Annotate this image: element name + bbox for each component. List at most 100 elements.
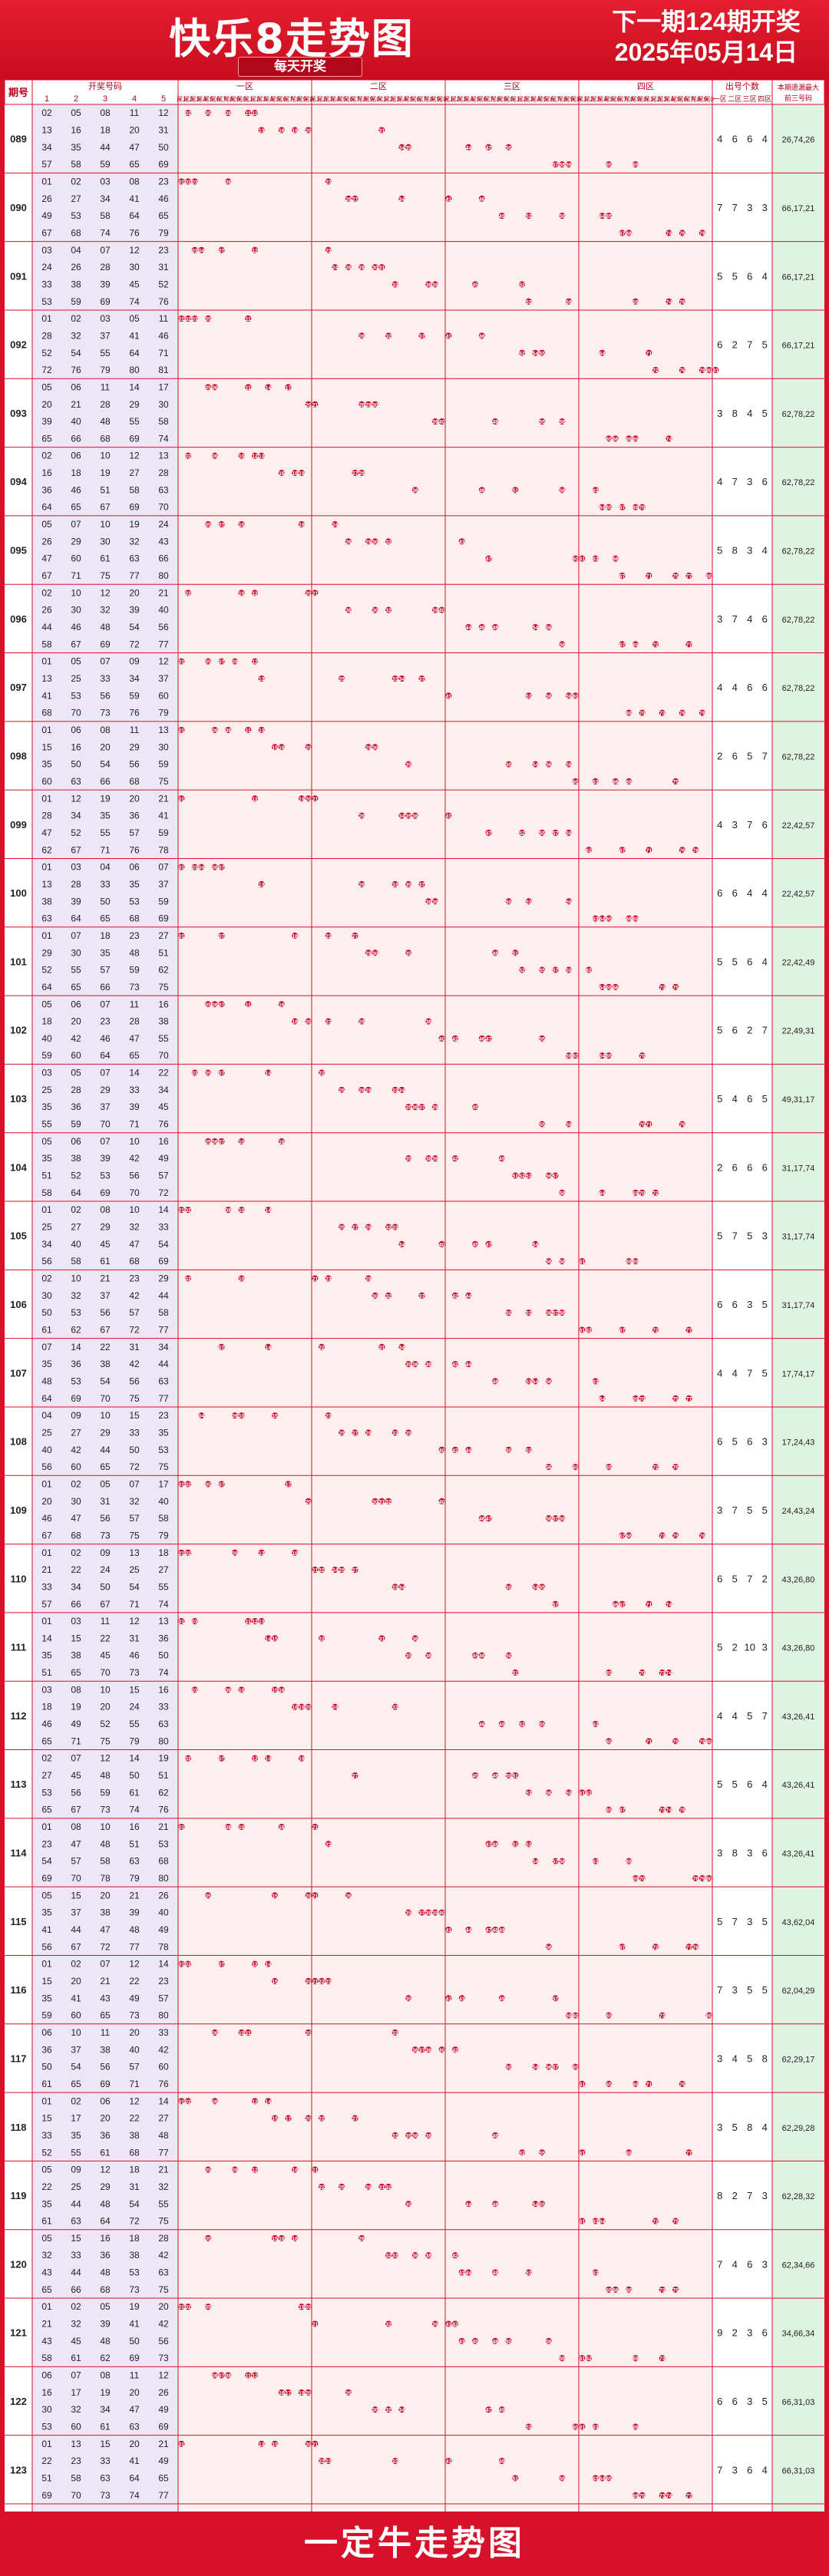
number-ball xyxy=(619,641,626,648)
number-ball-label: 41 xyxy=(445,814,451,820)
number-ball-label: 46 xyxy=(479,334,485,339)
draw-number: 10 xyxy=(100,1684,111,1695)
draw-number: 24 xyxy=(100,1564,111,1575)
draw-number: 32 xyxy=(71,2319,81,2330)
header-draw-col: 4 xyxy=(132,94,137,104)
row-period: 099 xyxy=(10,819,27,831)
draw-number: 67 xyxy=(71,1805,81,1815)
draw-number: 41 xyxy=(129,2455,140,2466)
zone-count: 6 xyxy=(732,1161,738,1173)
number-ball-label: 77 xyxy=(686,2151,692,2156)
draw-number: 65 xyxy=(100,1461,111,1472)
number-ball xyxy=(278,1138,285,1144)
number-ball-label: 04 xyxy=(199,866,205,871)
draw-number: 13 xyxy=(158,725,169,735)
number-ball-label: 12 xyxy=(252,454,258,460)
number-ball-label: 41 xyxy=(445,2459,451,2465)
number-ball xyxy=(372,606,378,613)
draw-number: 77 xyxy=(158,2490,169,2501)
draw-number: 38 xyxy=(100,2044,111,2055)
draw-number: 35 xyxy=(41,1650,52,1661)
draw-number: 35 xyxy=(71,142,81,153)
number-ball xyxy=(545,2337,552,2344)
missing-value: 43,26,80 xyxy=(782,1575,815,1584)
draw-number: 49 xyxy=(158,2404,169,2415)
header-tail-label: 尾6 xyxy=(611,96,621,103)
draw-number: 14 xyxy=(129,1068,140,1078)
draw-number: 66 xyxy=(100,982,111,992)
draw-number: 28 xyxy=(71,879,81,890)
number-ball-label: 21 xyxy=(312,1568,318,1574)
number-ball xyxy=(258,726,265,734)
zone-count: 3 xyxy=(732,819,738,831)
draw-number: 02 xyxy=(71,313,81,324)
number-ball-label: 02 xyxy=(185,111,191,117)
zone-count: 3 xyxy=(717,408,722,419)
number-ball-label: 19 xyxy=(299,1757,305,1762)
number-ball-label: 42 xyxy=(452,1448,458,1454)
number-ball-label: 14 xyxy=(266,385,272,391)
draw-number: 23 xyxy=(41,1838,52,1849)
draw-number: 19 xyxy=(129,2301,140,2312)
draw-number: 35 xyxy=(41,1101,52,1112)
number-ball-label: 26 xyxy=(345,1894,352,1899)
number-ball-label: 59 xyxy=(566,1123,572,1128)
number-ball xyxy=(205,2304,212,2310)
number-ball-label: 08 xyxy=(225,1825,231,1831)
number-ball-label: 27 xyxy=(352,1568,358,1574)
number-ball xyxy=(579,1326,586,1333)
draw-number: 06 xyxy=(71,451,81,461)
zone-count: 6 xyxy=(717,1573,722,1584)
row-period: 123 xyxy=(10,2464,27,2475)
number-ball-label: 12 xyxy=(252,1620,258,1625)
number-ball xyxy=(512,1172,519,1179)
number-ball-label: 70 xyxy=(639,1397,646,1402)
row-period: 089 xyxy=(10,134,27,145)
row-period: 114 xyxy=(11,1848,28,1859)
header-missing-2: 前三号码 xyxy=(784,94,812,102)
number-ball-label: 23 xyxy=(325,1020,332,1025)
draw-number: 05 xyxy=(71,656,81,667)
number-ball-label: 71 xyxy=(646,848,652,854)
number-ball-label: 32 xyxy=(385,1226,391,1231)
draw-number: 21 xyxy=(100,1273,111,1284)
draw-number: 26 xyxy=(158,2387,169,2398)
number-ball-label: 49 xyxy=(499,2459,505,2465)
draw-number: 60 xyxy=(71,553,81,564)
number-ball-label: 36 xyxy=(412,1362,418,1368)
draw-number: 57 xyxy=(129,2062,140,2072)
header-tail-label: 尾2 xyxy=(317,96,327,103)
zone-count: 5 xyxy=(732,1778,738,1790)
number-ball xyxy=(492,1378,499,1385)
number-ball-label: 01 xyxy=(178,1482,184,1488)
number-ball xyxy=(465,144,472,150)
number-ball xyxy=(391,1224,398,1230)
number-ball xyxy=(679,298,685,305)
number-ball-label: 70 xyxy=(639,1054,646,1059)
draw-number: 55 xyxy=(158,1581,169,1592)
draw-number: 79 xyxy=(129,1873,140,1884)
number-ball xyxy=(405,1429,412,1436)
number-ball xyxy=(685,2149,692,2156)
number-ball xyxy=(438,418,445,425)
number-ball-label: 70 xyxy=(639,712,646,717)
number-ball xyxy=(405,1104,412,1111)
number-ball-label: 81 xyxy=(712,368,718,374)
number-ball xyxy=(465,1292,472,1299)
number-ball xyxy=(411,2132,418,2138)
header-tail-label: 尾2 xyxy=(183,96,193,103)
number-ball xyxy=(305,795,312,802)
number-ball-label: 34 xyxy=(399,197,405,203)
number-ball xyxy=(646,2080,652,2087)
missing-value: 26,74,26 xyxy=(782,136,815,145)
number-ball xyxy=(679,1121,685,1128)
number-ball xyxy=(612,555,619,562)
number-ball xyxy=(258,127,265,134)
number-ball xyxy=(405,880,412,887)
number-ball-label: 34 xyxy=(399,146,405,151)
number-ball-label: 14 xyxy=(266,1072,272,1077)
number-ball-label: 18 xyxy=(292,128,298,134)
number-ball-label: 20 xyxy=(306,128,312,134)
draw-number: 40 xyxy=(129,2044,140,2055)
draw-number: 47 xyxy=(129,142,140,153)
